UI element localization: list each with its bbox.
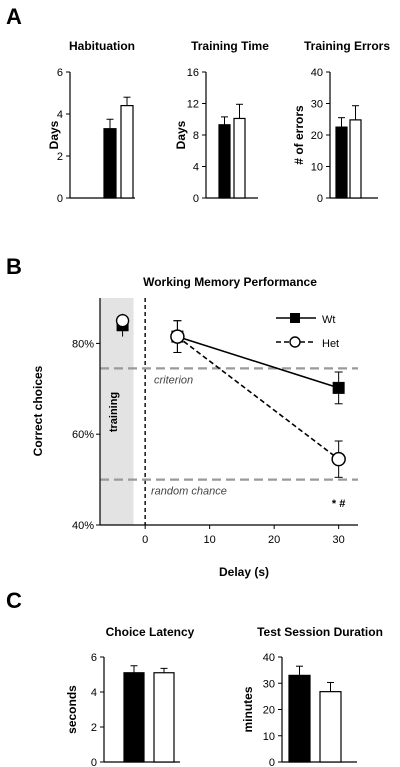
legend-label-het: Het [322, 338, 339, 350]
training-time-ytick-label: 8 [193, 130, 199, 142]
habituation-title: Habituation [69, 39, 135, 53]
choice-latency-bar-wt [123, 672, 145, 763]
training-het-marker [115, 314, 130, 328]
choice-latency-title: Choice Latency [106, 625, 195, 639]
choice-latency-ytick-label: 2 [91, 722, 97, 734]
test-session-duration-ytick-label: 20 [263, 705, 275, 717]
legend-marker-het [289, 336, 301, 348]
training-time-bar-wt [218, 124, 231, 199]
choice-latency-bar-het [153, 672, 175, 763]
choice-latency-chart: Choice Latency seconds 0 2 4 6 [65, 625, 195, 767]
training-time-ylabel: Days [174, 120, 188, 149]
test-session-duration-ytick-label: 0 [269, 757, 275, 767]
test-session-duration-title: Test Session Duration [257, 625, 383, 639]
wm-ylabel: Correct choices [31, 365, 45, 456]
reference-line-label: criterion [154, 374, 193, 386]
series-marker-wt [332, 381, 345, 394]
training-errors-ylabel: # of errors [292, 105, 306, 165]
wm-ytick-label: 40% [72, 520, 94, 532]
habituation-bar-wt [103, 128, 117, 199]
training-time-bar-het [233, 117, 246, 199]
significance-annotation: * # [332, 498, 345, 510]
test-session-duration-ytick-label: 30 [263, 678, 275, 690]
training-errors-bar-het [349, 119, 362, 199]
training-errors-ytick-label: 10 [311, 162, 323, 174]
training-time-chart: Training Time Days 0 4 8 12 16 [174, 39, 269, 205]
training-time-ytick-label: 12 [187, 99, 199, 111]
training-region [100, 298, 134, 525]
habituation-ylabel: Days [47, 120, 61, 149]
training-time-title: Training Time [191, 39, 269, 53]
wm-xtick-label: 30 [333, 534, 345, 546]
wm-legend: Wt Het [276, 313, 339, 350]
training-time-ytick-label: 16 [187, 67, 199, 79]
wm-ytick-label: 80% [72, 338, 94, 350]
wm-xtick-label: 20 [268, 534, 280, 546]
panel-letter-b: B [6, 254, 22, 279]
test-session-duration-ytick-label: 40 [263, 652, 275, 664]
wm-xlabel: Delay (s) [219, 565, 269, 579]
training-errors-bar-wt [335, 126, 348, 199]
training-errors-ytick-label: 0 [317, 193, 323, 205]
training-label: training [108, 392, 120, 432]
choice-latency-ytick-label: 4 [91, 687, 97, 699]
reference-line-label: random chance [151, 486, 227, 498]
training-errors-chart: Training Errors # of errors 0 10 20 30 40 [292, 39, 390, 205]
habituation-ytick-label: 6 [57, 67, 63, 79]
test-session-duration-ylabel: minutes [241, 686, 255, 732]
choice-latency-ytick-label: 0 [91, 757, 97, 767]
series-marker-het [331, 451, 346, 467]
habituation-bar-het [120, 104, 134, 199]
panel-letter-c: C [6, 588, 22, 613]
test-session-duration-ytick-label: 10 [263, 731, 275, 743]
wm-xtick-label: 0 [142, 534, 148, 546]
series-line-wt [177, 335, 339, 389]
habituation-ytick-label: 0 [57, 193, 63, 205]
training-time-ytick-label: 0 [193, 193, 199, 205]
series-marker-het [170, 329, 185, 344]
training-errors-title: Training Errors [304, 39, 390, 53]
series-line-het [176, 335, 340, 460]
wm-ytick-label: 60% [72, 429, 94, 441]
panel-letter-a: A [6, 4, 22, 29]
working-memory-title: Working Memory Performance [143, 275, 317, 289]
choice-latency-ytick-label: 6 [91, 652, 97, 664]
choice-latency-ylabel: seconds [65, 685, 79, 734]
habituation-ytick-label: 2 [57, 151, 63, 163]
legend-label-wt: Wt [322, 314, 335, 326]
wm-xtick-label: 10 [204, 534, 216, 546]
training-errors-ytick-label: 40 [311, 67, 323, 79]
habituation-chart: Habituation Days 0 2 4 6 [47, 39, 135, 205]
habituation-ytick-label: 4 [57, 109, 63, 121]
training-errors-ytick-label: 20 [311, 130, 323, 142]
test-session-duration-chart: Test Session Duration minutes 0 10 20 30 40 [241, 625, 383, 767]
test-session-duration-bar-wt [288, 674, 311, 763]
charts-layer: Habituation Days 0 2 4 6 Training Time Days 0 4 8 1… [31, 39, 390, 767]
working-memory-chart: training Working Memory Performance criter… [31, 275, 358, 579]
training-errors-ytick-label: 30 [311, 99, 323, 111]
legend-marker-wt [290, 313, 300, 323]
test-session-duration-bar-het [319, 691, 342, 763]
training-time-ytick-label: 4 [193, 162, 199, 174]
